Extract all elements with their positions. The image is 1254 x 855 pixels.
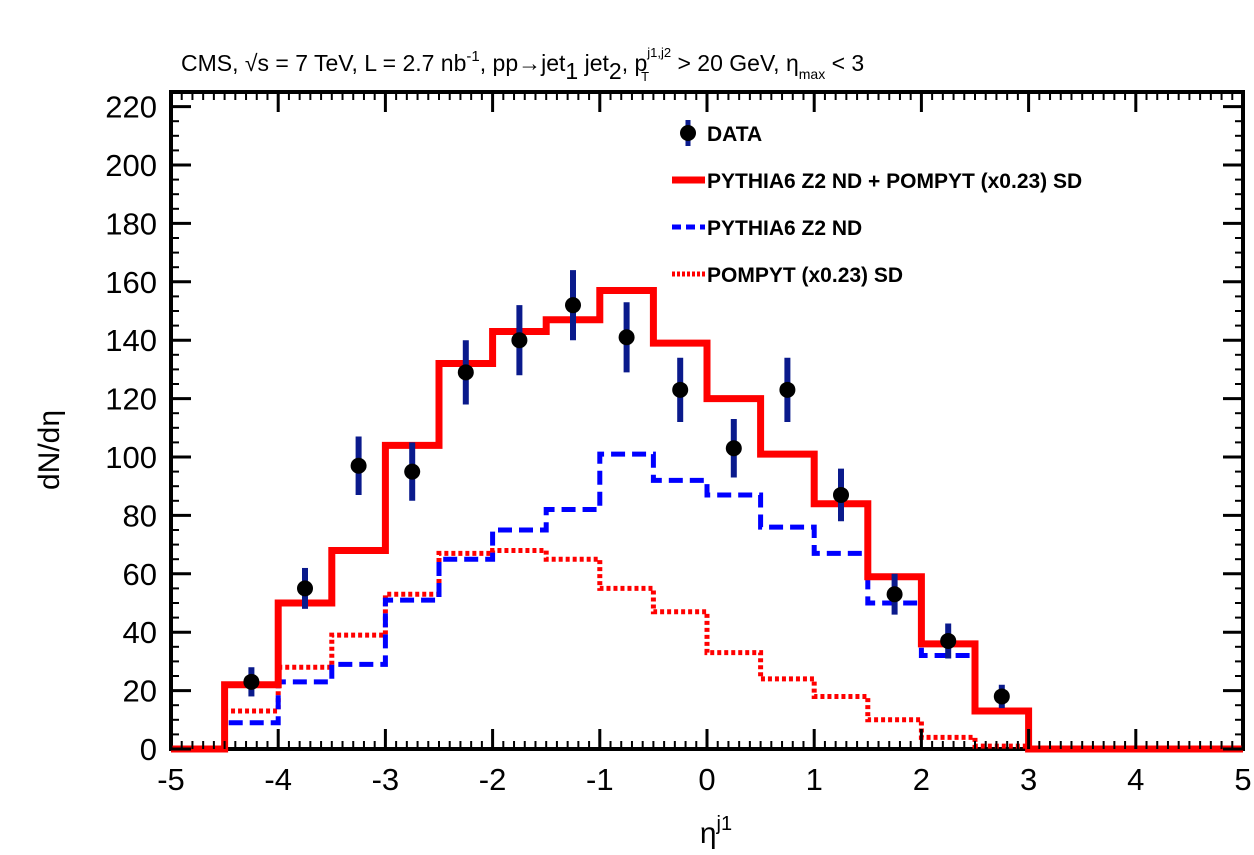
y-axis: 0 20 40 60 80 100 120 140 160 180 200 220 <box>105 90 1243 767</box>
data-point <box>457 364 474 381</box>
y-tick-label: 180 <box>105 206 157 241</box>
x-tick-label: 4 <box>1127 762 1144 797</box>
x-tick-label: 0 <box>698 762 715 797</box>
legend-label: PYTHIA6 Z2 ND + POMPYT (x0.23) SD <box>707 170 1082 193</box>
y-axis-title: dN/dη <box>33 410 66 490</box>
y-tick-label: 100 <box>105 440 157 475</box>
legend-label: PYTHIA6 Z2 ND <box>707 217 862 240</box>
data-point <box>404 463 421 480</box>
y-tick-label: 80 <box>123 498 157 533</box>
y-tick-label: 140 <box>105 323 157 358</box>
y-tick-label: 220 <box>105 90 157 125</box>
y-tick-label: 0 <box>140 732 157 767</box>
y-tick-label: 20 <box>123 674 157 709</box>
data-point <box>725 440 742 457</box>
data-point <box>618 329 635 346</box>
data-point <box>993 688 1010 705</box>
x-tick-label: -5 <box>157 762 185 797</box>
data-point <box>350 457 367 474</box>
y-tick-label: 160 <box>105 265 157 300</box>
y-tick-label: 200 <box>105 148 157 183</box>
x-tick-label: -3 <box>372 762 400 797</box>
data-point <box>243 673 260 690</box>
x-axis-title: ηj1 <box>700 813 732 850</box>
legend-label: DATA <box>707 123 762 146</box>
data-point <box>565 297 581 314</box>
data-point <box>672 381 689 398</box>
data-point <box>297 580 313 597</box>
legend-label: POMPYT (x0.23) SD <box>707 264 903 287</box>
chart-title: CMS, √s = 7 TeV, L = 2.7 nb-1, pp→jet1 j… <box>181 45 864 84</box>
data-point <box>779 381 796 398</box>
data-point <box>833 486 849 503</box>
x-tick-label: 1 <box>806 762 823 797</box>
series-1-hist <box>171 287 1243 753</box>
x-axis: -5 -4 -3 -2 -1 0 1 2 3 4 5 <box>157 92 1252 797</box>
data-point <box>940 632 957 649</box>
y-tick-label: 120 <box>105 382 157 417</box>
data-point <box>511 332 528 349</box>
x-tick-label: -2 <box>479 762 507 797</box>
legend: DATA PYTHIA6 Z2 ND + POMPYT (x0.23) SD PYT… <box>672 120 1082 287</box>
x-tick-label: 2 <box>913 762 930 797</box>
x-tick-label: 5 <box>1234 762 1251 797</box>
y-tick-label: 40 <box>123 615 157 650</box>
x-tick-label: 3 <box>1020 762 1037 797</box>
x-tick-label: -4 <box>264 762 292 797</box>
y-tick-label: 60 <box>123 557 157 592</box>
x-tick-label: -1 <box>586 762 614 797</box>
data-point <box>886 586 903 603</box>
legend-marker <box>680 125 696 141</box>
